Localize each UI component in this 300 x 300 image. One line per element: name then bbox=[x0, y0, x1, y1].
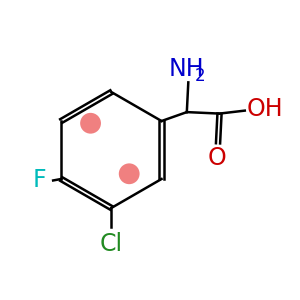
Text: NH: NH bbox=[169, 57, 205, 81]
Text: F: F bbox=[33, 169, 46, 193]
Text: OH: OH bbox=[246, 97, 283, 121]
Circle shape bbox=[80, 113, 101, 134]
Text: Cl: Cl bbox=[100, 232, 123, 256]
Text: 2: 2 bbox=[194, 67, 205, 85]
Text: O: O bbox=[207, 146, 226, 170]
Circle shape bbox=[119, 164, 140, 184]
